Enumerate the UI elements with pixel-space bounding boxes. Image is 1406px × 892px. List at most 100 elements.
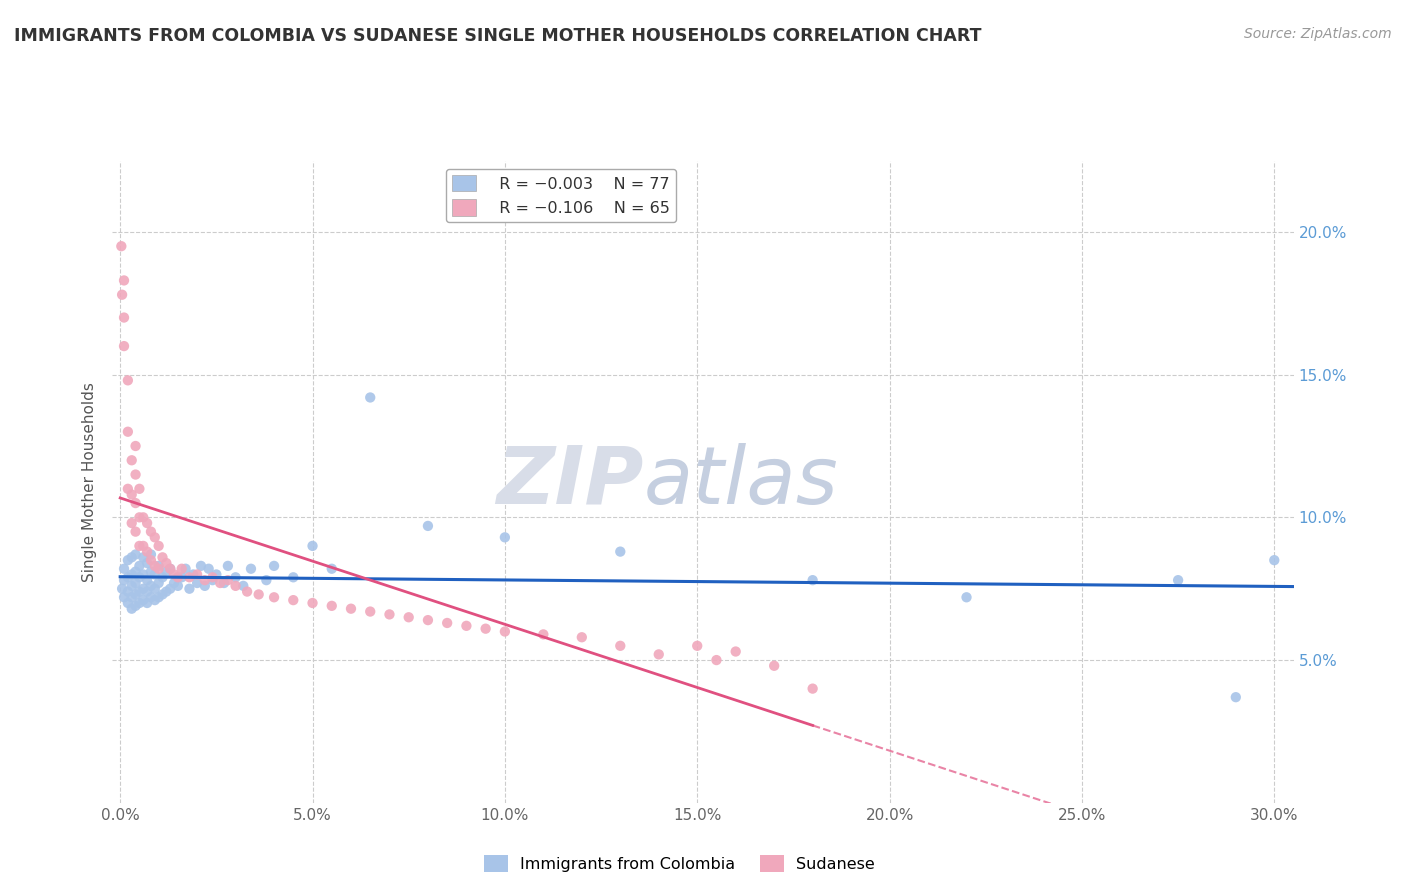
Point: [170, 562, 193, 576]
Point: [194, 573, 217, 587]
Point: [121, 487, 143, 501]
Point: [132, 567, 155, 582]
Point: [494, 530, 516, 544]
Point: [139, 553, 162, 567]
Point: [724, 644, 747, 658]
Point: [225, 570, 247, 584]
Point: [159, 562, 181, 576]
Point: [212, 576, 235, 591]
Point: [117, 596, 139, 610]
Point: [398, 610, 420, 624]
Point: [1263, 553, 1285, 567]
Point: [359, 605, 381, 619]
Text: ZIP: ZIP: [496, 442, 644, 521]
Point: [111, 582, 134, 596]
Point: [955, 591, 977, 605]
Point: [155, 556, 177, 570]
Point: [139, 524, 162, 539]
Point: [121, 550, 143, 565]
Point: [571, 630, 593, 644]
Point: [152, 550, 174, 565]
Point: [456, 619, 478, 633]
Point: [112, 562, 135, 576]
Point: [179, 582, 201, 596]
Point: [128, 558, 150, 573]
Point: [247, 587, 270, 601]
Point: [263, 591, 285, 605]
Point: [121, 516, 143, 530]
Point: [301, 596, 323, 610]
Point: [186, 576, 208, 591]
Point: [112, 310, 135, 325]
Point: [163, 576, 186, 591]
Point: [609, 639, 631, 653]
Point: [132, 582, 155, 596]
Point: [167, 570, 190, 584]
Point: [181, 567, 204, 582]
Point: [706, 653, 728, 667]
Point: [378, 607, 401, 622]
Point: [117, 482, 139, 496]
Point: [186, 567, 208, 582]
Point: [494, 624, 516, 639]
Point: [205, 567, 228, 582]
Point: [139, 565, 162, 579]
Point: [112, 591, 135, 605]
Point: [236, 584, 259, 599]
Point: [194, 579, 217, 593]
Point: [128, 539, 150, 553]
Point: [121, 567, 143, 582]
Point: [609, 544, 631, 558]
Point: [436, 615, 458, 630]
Point: [225, 579, 247, 593]
Point: [763, 658, 786, 673]
Point: [124, 548, 146, 562]
Point: [124, 576, 146, 591]
Point: [148, 576, 170, 591]
Point: [1167, 573, 1189, 587]
Point: [139, 591, 162, 605]
Point: [132, 593, 155, 607]
Point: [139, 579, 162, 593]
Point: [301, 539, 323, 553]
Point: [143, 593, 166, 607]
Point: [136, 516, 159, 530]
Point: [139, 548, 162, 562]
Point: [152, 570, 174, 584]
Point: [254, 573, 277, 587]
Point: [201, 570, 224, 584]
Point: [136, 596, 159, 610]
Point: [148, 539, 170, 553]
Point: [117, 553, 139, 567]
Point: [136, 544, 159, 558]
Point: [112, 339, 135, 353]
Point: [110, 239, 132, 253]
Point: [170, 570, 193, 584]
Point: [1225, 690, 1247, 705]
Point: [201, 573, 224, 587]
Point: [197, 562, 219, 576]
Point: [143, 567, 166, 582]
Point: [531, 627, 554, 641]
Point: [124, 599, 146, 613]
Point: [179, 570, 201, 584]
Point: [143, 558, 166, 573]
Point: [111, 287, 134, 301]
Point: [155, 584, 177, 599]
Point: [321, 562, 343, 576]
Point: [801, 573, 824, 587]
Point: [136, 573, 159, 587]
Point: [124, 587, 146, 601]
Point: [124, 467, 146, 482]
Point: [159, 562, 181, 576]
Point: [112, 573, 135, 587]
Text: IMMIGRANTS FROM COLOMBIA VS SUDANESE SINGLE MOTHER HOUSEHOLDS CORRELATION CHART: IMMIGRANTS FROM COLOMBIA VS SUDANESE SIN…: [14, 27, 981, 45]
Point: [163, 567, 186, 582]
Point: [174, 562, 197, 576]
Point: [686, 639, 709, 653]
Point: [240, 562, 263, 576]
Point: [128, 510, 150, 524]
Point: [124, 439, 146, 453]
Point: [217, 558, 239, 573]
Point: [117, 570, 139, 584]
